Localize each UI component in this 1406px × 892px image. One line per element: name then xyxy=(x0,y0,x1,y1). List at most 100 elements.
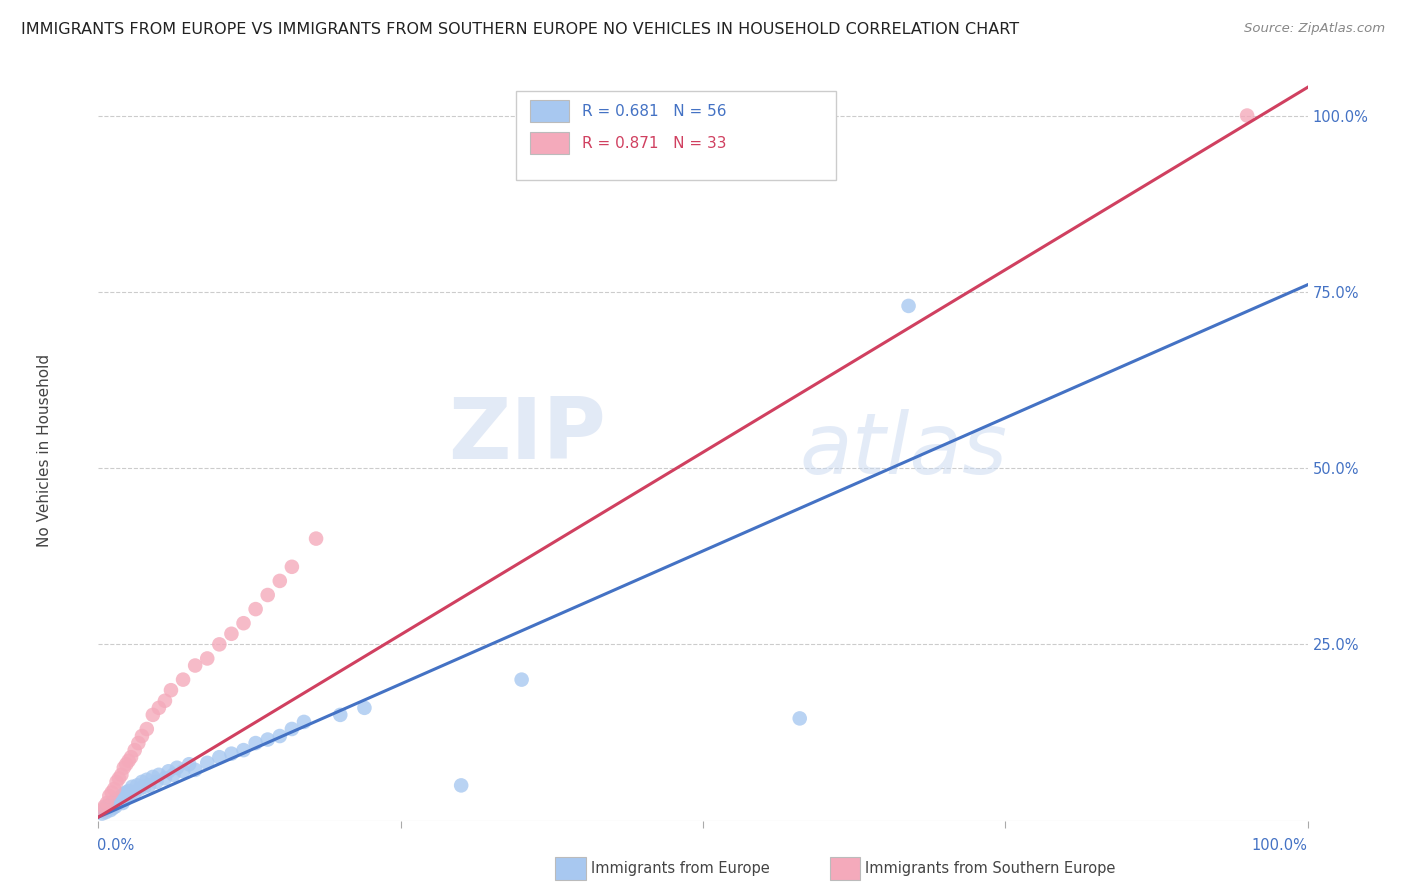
Point xyxy=(127,736,149,750)
Point xyxy=(148,768,170,782)
Point xyxy=(245,602,267,616)
Point xyxy=(98,798,121,813)
Point xyxy=(96,799,118,814)
Point xyxy=(100,796,122,810)
Point xyxy=(281,559,304,574)
Point xyxy=(101,801,124,815)
Point xyxy=(142,770,165,784)
Point xyxy=(98,789,121,803)
Bar xyxy=(516,91,837,180)
Point xyxy=(256,588,278,602)
Point xyxy=(112,787,135,801)
Point xyxy=(269,574,291,588)
Point xyxy=(256,732,278,747)
Point xyxy=(94,805,117,820)
Point xyxy=(153,694,176,708)
Point xyxy=(221,747,243,761)
Point xyxy=(510,673,533,687)
Point xyxy=(135,772,157,787)
Point xyxy=(153,772,176,786)
Point xyxy=(117,789,139,803)
Point xyxy=(281,722,304,736)
Point xyxy=(208,750,231,764)
Text: Immigrants from Europe: Immigrants from Europe xyxy=(591,862,769,876)
Point xyxy=(160,683,183,698)
Point xyxy=(450,778,472,792)
Point xyxy=(91,806,114,821)
Text: Immigrants from Southern Europe: Immigrants from Southern Europe xyxy=(865,862,1115,876)
Point xyxy=(91,803,114,817)
Text: R = 0.681   N = 56: R = 0.681 N = 56 xyxy=(582,103,727,119)
Point xyxy=(184,658,207,673)
Point xyxy=(104,799,127,814)
Point xyxy=(232,743,254,757)
Point xyxy=(93,799,115,814)
Point xyxy=(195,651,218,665)
Point xyxy=(195,756,218,770)
Text: atlas: atlas xyxy=(800,409,1008,492)
Point xyxy=(93,803,115,817)
Point xyxy=(184,763,207,777)
Point xyxy=(108,794,131,808)
Point xyxy=(134,780,156,794)
Point xyxy=(162,768,184,782)
Point xyxy=(103,781,125,796)
Point xyxy=(157,764,180,779)
Point xyxy=(221,627,243,641)
Text: R = 0.871   N = 33: R = 0.871 N = 33 xyxy=(582,136,727,151)
Point xyxy=(179,757,201,772)
Text: IMMIGRANTS FROM EUROPE VS IMMIGRANTS FROM SOUTHERN EUROPE NO VEHICLES IN HOUSEHO: IMMIGRANTS FROM EUROPE VS IMMIGRANTS FRO… xyxy=(21,22,1019,37)
Point xyxy=(118,784,141,798)
Point xyxy=(124,785,146,799)
Point xyxy=(789,711,811,725)
Point xyxy=(120,750,142,764)
Bar xyxy=(530,132,569,154)
Point xyxy=(124,743,146,757)
Point xyxy=(145,775,167,789)
Text: ZIP: ZIP xyxy=(449,394,606,477)
Point xyxy=(118,754,141,768)
Point xyxy=(97,801,120,815)
Point xyxy=(111,796,134,810)
Point xyxy=(100,803,122,817)
Point xyxy=(110,768,132,782)
Point xyxy=(121,780,143,794)
Point xyxy=(96,796,118,810)
Text: Source: ZipAtlas.com: Source: ZipAtlas.com xyxy=(1244,22,1385,36)
Point xyxy=(329,707,352,722)
Bar xyxy=(530,100,569,122)
Point xyxy=(208,637,231,651)
Point xyxy=(108,772,131,786)
Point xyxy=(128,781,150,796)
Point xyxy=(166,761,188,775)
Point xyxy=(142,707,165,722)
Point xyxy=(115,785,138,799)
Point xyxy=(232,616,254,631)
Point xyxy=(115,757,138,772)
Point xyxy=(100,785,122,799)
Point xyxy=(269,729,291,743)
Point xyxy=(1236,109,1258,123)
Point xyxy=(172,764,194,779)
Point xyxy=(112,761,135,775)
Point xyxy=(120,787,142,801)
Point xyxy=(172,673,194,687)
Point xyxy=(148,701,170,715)
Point xyxy=(131,729,153,743)
Point xyxy=(105,775,128,789)
Point xyxy=(108,791,131,805)
Point xyxy=(110,789,132,803)
Point xyxy=(131,775,153,789)
Text: 0.0%: 0.0% xyxy=(97,838,135,854)
Point xyxy=(105,792,128,806)
Text: 100.0%: 100.0% xyxy=(1251,838,1308,854)
Point xyxy=(135,722,157,736)
Text: No Vehicles in Household: No Vehicles in Household xyxy=(37,354,52,547)
Point xyxy=(107,796,129,810)
Point xyxy=(103,794,125,808)
Point xyxy=(114,792,136,806)
Point xyxy=(127,778,149,792)
Point xyxy=(897,299,920,313)
Point xyxy=(292,714,315,729)
Point xyxy=(245,736,267,750)
